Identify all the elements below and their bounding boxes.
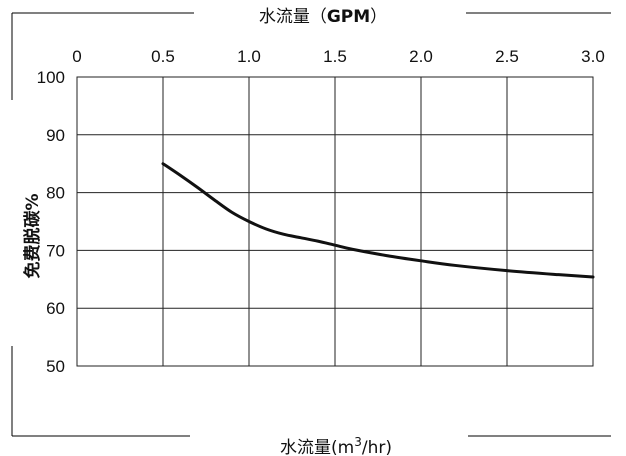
y-tick-label-2: 70 [46, 241, 65, 260]
top-tick-label-5: 2.5 [495, 47, 519, 66]
y-tick-labels: 50 60 70 80 90 100 [37, 68, 65, 376]
y-tick-label-4: 90 [46, 126, 65, 145]
top-axis-title-close: ） [370, 7, 387, 27]
top-tick-label-1: 0.5 [151, 47, 175, 66]
top-axis-title: 水流量（GPM） [259, 7, 387, 27]
y-tick-label-1: 60 [46, 299, 65, 318]
y-axis-title: 免费脱碳% [22, 193, 43, 278]
top-tick-label-4: 2.0 [409, 47, 433, 66]
top-tick-label-0: 0 [72, 47, 81, 66]
series-line-0 [161, 162, 595, 279]
frame-lines [11, 12, 611, 437]
top-tick-label-6: 3.0 [581, 47, 605, 66]
plot-border [76, 76, 594, 367]
y-tick-label-0: 50 [46, 357, 65, 376]
bottom-axis-title: 水流量(m3/hr) [280, 435, 392, 456]
bottom-axis-title-sup: 3 [354, 435, 362, 449]
y-tick-label-3: 80 [46, 184, 65, 203]
grid [76, 76, 594, 367]
bottom-axis-title-main: 水流量(m [280, 438, 354, 456]
series-group [161, 162, 595, 279]
top-tick-label-2: 1.0 [237, 47, 261, 66]
top-axis-title-main: 水流量（ [259, 7, 327, 27]
bottom-axis-title-tail: /hr) [362, 438, 392, 456]
top-tick-label-3: 1.5 [323, 47, 347, 66]
top-tick-labels: 0 0.5 1.0 1.5 2.0 2.5 3.0 [72, 47, 605, 66]
top-axis-title-unit: GPM [327, 7, 370, 27]
y-tick-label-5: 100 [37, 68, 65, 87]
